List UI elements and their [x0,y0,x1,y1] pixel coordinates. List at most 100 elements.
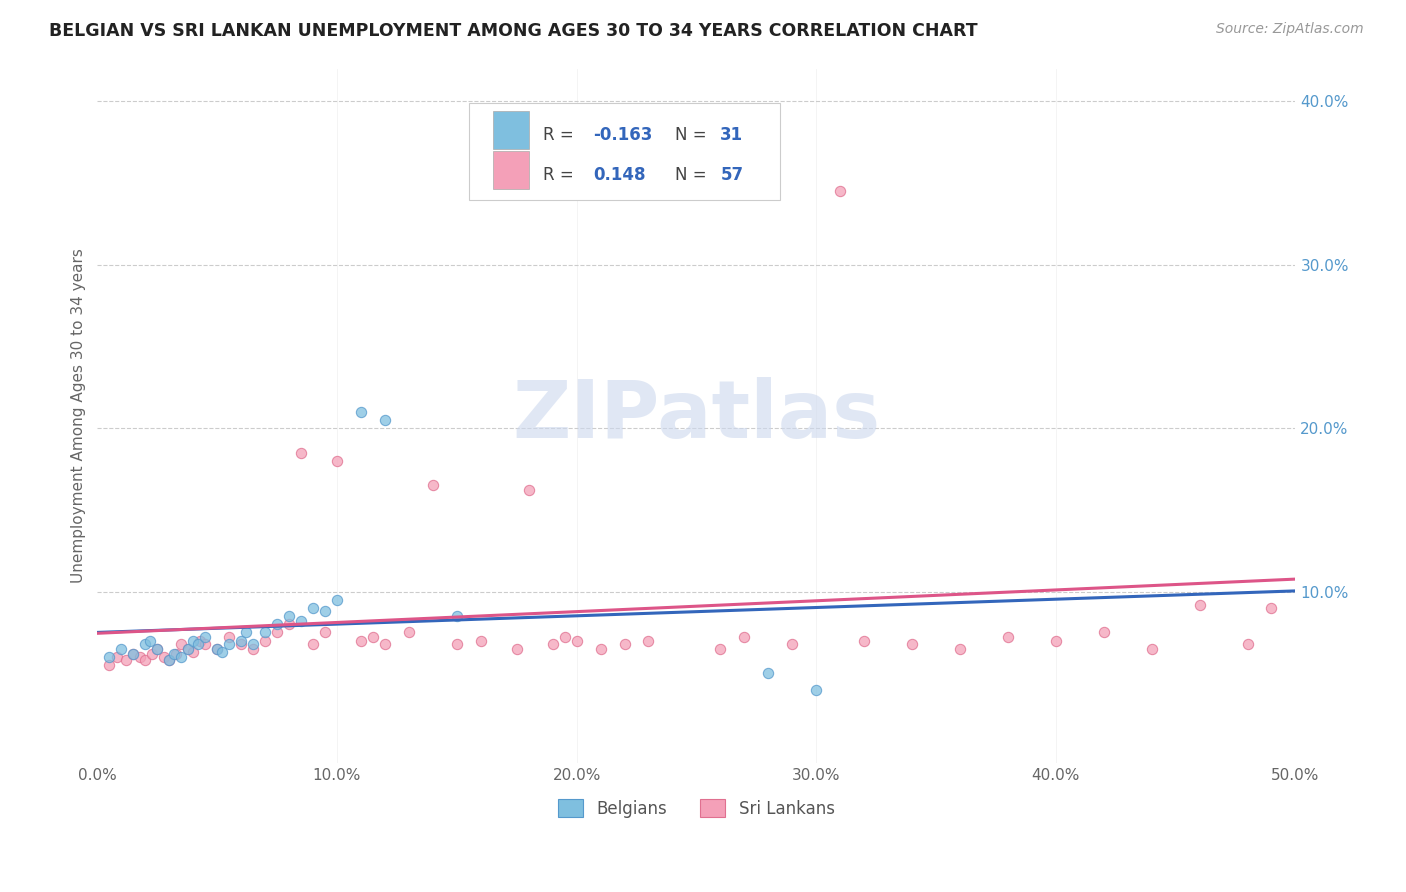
Point [181,633,204,648]
Point [470,633,492,648]
Point [134,637,156,651]
Point [98,658,121,673]
Point [141,647,163,661]
Point [153,649,176,664]
Point [98,649,121,664]
Point [505,641,527,656]
Point [205,641,228,656]
Point [146,641,169,656]
Point [517,483,540,498]
Point [422,478,444,492]
Point [830,184,852,198]
Point [139,633,162,648]
Point [170,637,193,651]
Point [229,633,252,648]
Point [218,637,240,651]
Point [242,637,264,651]
Point [1140,641,1163,656]
Point [446,637,468,651]
Point [1236,637,1258,651]
Point [105,649,128,664]
Point [637,633,659,648]
Point [129,649,152,664]
Point [733,630,755,644]
Point [194,637,217,651]
Point [170,649,193,664]
Text: 57: 57 [720,166,744,185]
Text: -0.163: -0.163 [593,126,652,145]
Point [709,641,731,656]
Text: ZIPatlas: ZIPatlas [512,376,880,455]
Point [589,641,612,656]
Point [314,625,336,640]
Point [853,633,876,648]
Point [1188,598,1211,612]
Point [290,614,312,628]
Point [350,633,373,648]
Point [157,653,180,667]
Point [181,645,204,659]
Text: R =: R = [543,166,585,185]
Point [115,653,138,667]
Text: N =: N = [675,126,711,145]
Point [254,625,277,640]
Point [229,637,252,651]
Point [806,682,828,697]
FancyBboxPatch shape [492,151,529,189]
Text: 31: 31 [720,126,744,145]
Point [266,617,288,632]
Point [242,641,264,656]
Text: N =: N = [675,166,711,185]
Point [997,630,1019,644]
Point [541,637,564,651]
Point [314,604,336,618]
Point [146,641,169,656]
Point [554,630,576,644]
Point [205,641,228,656]
Point [613,637,636,651]
Point [1260,600,1282,615]
Point [374,413,396,427]
Point [901,637,924,651]
Text: BELGIAN VS SRI LANKAN UNEMPLOYMENT AMONG AGES 30 TO 34 YEARS CORRELATION CHART: BELGIAN VS SRI LANKAN UNEMPLOYMENT AMONG… [49,22,977,40]
Point [122,647,145,661]
Point [326,454,349,468]
Point [211,645,233,659]
Point [278,617,301,632]
Point [163,647,186,661]
Point [157,653,180,667]
Point [194,630,217,644]
Point [134,653,156,667]
Point [446,609,468,624]
Point [235,625,257,640]
Text: 0.148: 0.148 [593,166,645,185]
Point [110,641,132,656]
Point [350,405,373,419]
Point [326,592,349,607]
Point [122,647,145,661]
Point [398,625,420,640]
Point [756,666,779,681]
Point [218,630,240,644]
Text: Source: ZipAtlas.com: Source: ZipAtlas.com [1216,22,1364,37]
Point [661,184,683,198]
Point [361,630,384,644]
Point [187,637,209,651]
Point [254,633,277,648]
Point [302,637,325,651]
Point [302,600,325,615]
Point [374,637,396,651]
Point [290,445,312,459]
Point [565,633,588,648]
Legend: Belgians, Sri Lankans: Belgians, Sri Lankans [551,793,841,824]
FancyBboxPatch shape [468,103,780,201]
Point [1045,633,1067,648]
Point [177,641,200,656]
Point [266,625,288,640]
Point [190,633,212,648]
Point [949,641,972,656]
Point [278,609,301,624]
Point [1092,625,1115,640]
FancyBboxPatch shape [492,111,529,149]
Text: R =: R = [543,126,579,145]
